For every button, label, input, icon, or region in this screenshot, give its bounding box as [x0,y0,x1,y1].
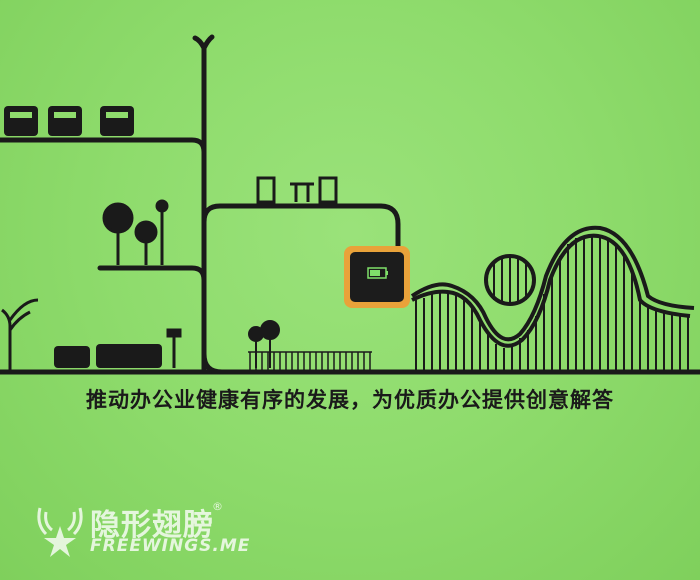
registered-mark: ® [212,500,223,513]
smart-device [344,246,410,308]
branch-right [201,203,401,253]
branch-top [0,137,207,155]
branch-middle [97,265,207,283]
battery-icon [367,267,388,279]
fence-trees [248,320,280,368]
watermark: 隐形翅膀 ® FREEWINGS.ME [34,500,249,560]
watermark-chinese: 隐形翅膀 [90,508,214,543]
trees-middle [102,199,169,265]
wings-star-icon [37,507,83,557]
watermark-english: FREEWINGS.ME [90,536,251,556]
bare-tree [1,298,39,370]
slogan: 推动办公业健康有序的发展，为优质办公提供创意解答 [86,388,614,412]
table-chairs [256,176,338,204]
sofas-bottom [54,344,162,368]
armchairs-top [4,106,134,136]
lamp [166,328,182,368]
